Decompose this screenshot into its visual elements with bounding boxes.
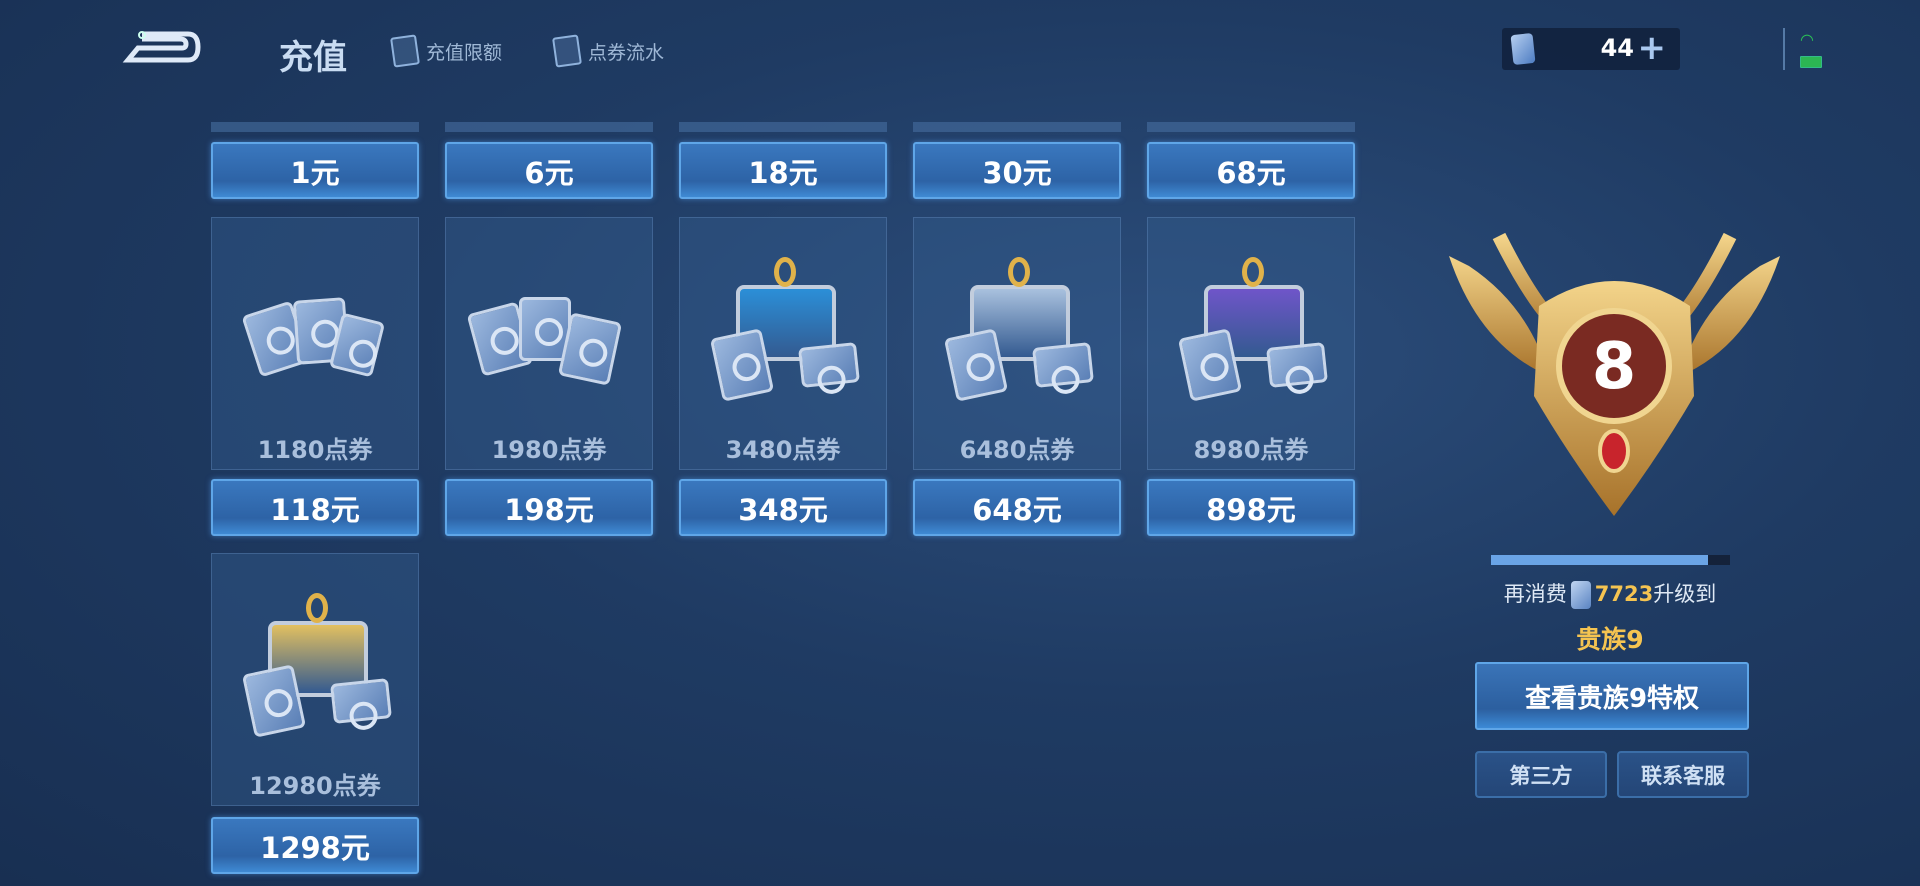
voucher-balance: 44	[1600, 34, 1634, 62]
pack-card-partial	[679, 122, 887, 132]
pack-label: 3480点券	[725, 436, 841, 464]
upgrade-suffix: 升级到	[1653, 582, 1717, 606]
price-button[interactable]: 198元	[445, 479, 653, 536]
pack-card[interactable]: 1980点券	[445, 217, 653, 470]
upgrade-text: 再消费 7723升级到	[1440, 578, 1780, 609]
noble-progress-bar	[1491, 555, 1730, 565]
currency-display: 44 +	[1502, 28, 1680, 70]
pack-card[interactable]: 3480点券	[679, 217, 887, 470]
pack-card[interactable]: 1180点券	[211, 217, 419, 470]
price-button[interactable]: 648元	[913, 479, 1121, 536]
voucher-icon	[552, 34, 582, 68]
price-button[interactable]: 118元	[211, 479, 419, 536]
price-button[interactable]: 898元	[1147, 479, 1355, 536]
next-noble-level: 贵族9	[1576, 625, 1644, 654]
voucher-icon	[1570, 581, 1591, 609]
pack-card-partial	[445, 122, 653, 132]
price-button[interactable]: 348元	[679, 479, 887, 536]
pack-label: 12980点券	[249, 772, 381, 800]
page-title: 充值	[279, 38, 347, 78]
pack-label: 1180点券	[257, 436, 373, 464]
pack-image	[466, 277, 624, 397]
pack-label: 1980点券	[491, 436, 607, 464]
pack-image	[240, 277, 390, 397]
tab-label: 充值限额	[426, 41, 503, 64]
battery-icon	[1800, 56, 1822, 68]
price-button[interactable]: 6元	[445, 142, 653, 199]
pack-card[interactable]: 8980点券	[1147, 217, 1355, 470]
price-button[interactable]: 68元	[1147, 142, 1355, 199]
customer-service-button[interactable]: 联系客服	[1617, 751, 1749, 798]
voucher-icon	[1510, 32, 1536, 66]
cards-icon	[390, 34, 420, 68]
upgrade-amount: 7723	[1594, 582, 1654, 606]
back-icon[interactable]	[122, 30, 202, 64]
price-button[interactable]: 1元	[211, 142, 419, 199]
tab-voucher-history[interactable]: 点券流水	[552, 34, 665, 68]
pack-image	[240, 592, 392, 738]
price-button[interactable]: 18元	[679, 142, 887, 199]
pack-label: 8980点券	[1193, 436, 1309, 464]
pack-image	[1176, 256, 1328, 402]
pack-label: 6480点券	[959, 436, 1075, 464]
pack-card-partial	[913, 122, 1121, 132]
view-privileges-button[interactable]: 查看贵族9特权	[1475, 662, 1749, 730]
pack-card-partial	[1147, 122, 1355, 132]
third-party-button[interactable]: 第三方	[1475, 751, 1607, 798]
pack-image	[708, 256, 860, 402]
add-currency-button[interactable]: +	[1637, 28, 1667, 68]
pack-card[interactable]: 12980点券	[211, 553, 419, 806]
noble-level: 8	[1592, 330, 1637, 404]
pack-image	[942, 256, 1094, 402]
progress-fill	[1491, 555, 1709, 565]
tab-label: 点券流水	[588, 41, 665, 64]
divider	[1783, 28, 1785, 70]
pack-card-partial	[211, 122, 419, 132]
price-button[interactable]: 30元	[913, 142, 1121, 199]
wifi-icon: ◠	[1800, 30, 1814, 49]
pack-card[interactable]: 6480点券	[913, 217, 1121, 470]
noble-badge: 8	[1439, 226, 1790, 520]
price-button[interactable]: 1298元	[211, 817, 419, 874]
upgrade-prefix: 再消费	[1503, 582, 1567, 606]
tab-recharge-limit[interactable]: 充值限额	[390, 34, 503, 68]
